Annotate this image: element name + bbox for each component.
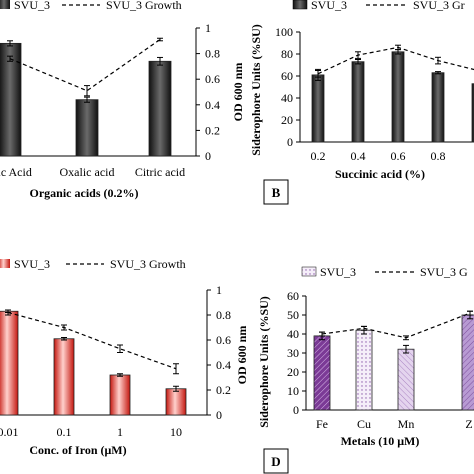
y-tick-label: 50 — [287, 308, 299, 322]
y-axis-label: Siderophore Units (%SU) — [249, 24, 263, 156]
x-tick-label: 0.8 — [431, 149, 446, 163]
y-tick-label: 0.2 — [216, 383, 231, 397]
bar — [431, 72, 445, 143]
panel-letter-box — [263, 448, 289, 474]
x-axis-label: Succinic acid (%) — [335, 167, 425, 181]
bar — [311, 74, 325, 143]
growth-line — [9, 39, 161, 92]
y-tick-label: 80 — [281, 47, 293, 61]
panel-letter: B — [272, 185, 281, 200]
legend-bar-label: SVU_3 — [320, 265, 356, 279]
legend-line-label: SVU_3 G — [420, 265, 468, 279]
y-tick-label: 0 — [205, 149, 211, 163]
panel-succinic-acid: SVU_3 SVU_3 Gr 0 20 40 60 80 100 0.2 0.4 0.6 0.8… — [249, 0, 474, 205]
growth-line — [321, 312, 471, 339]
x-tick-label: 0.6 — [391, 149, 406, 163]
bar — [355, 329, 373, 411]
x-tick-label: 1 — [117, 425, 123, 439]
legend: SVU_3 SVU_3 Growth — [0, 257, 186, 271]
x-tick-label: Z — [465, 417, 472, 431]
bar — [0, 310, 19, 416]
bar — [75, 99, 99, 157]
legend-line-label: SVU_3 Growth — [110, 257, 186, 271]
legend: SVU_3 SVU_3 G — [301, 265, 468, 279]
y-tick-label: 10 — [287, 384, 299, 398]
bar — [109, 374, 131, 416]
legend-bar-label: SVU_3 — [311, 0, 347, 12]
x-tick-label: 0.4 — [351, 149, 366, 163]
y-tick-label: 20 — [281, 113, 293, 127]
bar — [313, 335, 331, 411]
y-tick-label: 0 — [293, 403, 299, 417]
legend-bar-swatch — [0, 0, 10, 9]
y-tick-label: 0.4 — [216, 358, 231, 372]
legend-bar-swatch — [292, 0, 308, 10]
panel-letter-box — [263, 179, 289, 205]
y-tick-label: 100 — [275, 25, 293, 39]
legend-bar-label: SVU_3 — [14, 0, 50, 12]
x-tick-label: inic Acid — [0, 165, 32, 179]
y-tick-label: 1 — [216, 283, 222, 297]
y-tick-label: 0.6 — [216, 333, 231, 347]
y-tick-label: 60 — [281, 69, 293, 83]
x-tick-label: 10 — [170, 425, 182, 439]
y-tick-label: 0 — [216, 408, 222, 422]
y-tick-label: 30 — [287, 346, 299, 360]
x-axis-label: Organic acids (0.2%) — [30, 186, 139, 200]
y-tick-label: 60 — [287, 289, 299, 303]
legend-bar-swatch — [301, 266, 317, 277]
bar — [461, 314, 474, 411]
x-tick-label: Oxalic acid — [60, 165, 115, 179]
panel-metals: SVU_3 SVU_3 G 0 10 20 30 40 50 60 Fe Cu Mn Z Side… — [257, 265, 474, 474]
bar — [351, 61, 365, 143]
bar — [391, 51, 405, 143]
x-tick-label: Mn — [398, 417, 415, 431]
x-axis-label: Conc. of Iron (μM) — [29, 443, 126, 457]
legend: SVU_3 SVU_3 Gr — [292, 0, 465, 12]
x-tick-label: 0.1 — [57, 425, 72, 439]
legend-line-label: SVU_3 Growth — [106, 0, 182, 12]
bar — [471, 83, 474, 143]
y-tick-label: 0 — [287, 135, 293, 149]
y-tick-label: 0.8 — [216, 308, 231, 322]
x-tick-label: Fe — [316, 417, 328, 431]
y-tick-label: 0.6 — [205, 72, 220, 86]
bar — [53, 338, 75, 416]
bar — [148, 60, 172, 157]
legend-line-label: SVU_3 Gr — [413, 0, 465, 12]
legend-bar-swatch — [0, 259, 10, 268]
y-tick-label: 40 — [287, 327, 299, 341]
growth-line — [7, 311, 177, 370]
x-tick-label: 0.2 — [311, 149, 326, 163]
bar — [165, 388, 187, 416]
x-axis-label: Metals (10 μM) — [341, 434, 420, 448]
panel-organic-acids: SVU_3 SVU_3 Growth 0 0.2 0.4 0.6 0.8 1 inic A… — [0, 0, 245, 200]
y-tick-label: 40 — [281, 91, 293, 105]
legend-bar-label: SVU_3 — [14, 257, 50, 271]
y-tick-label: 0.2 — [205, 123, 220, 137]
y-tick-label: 1 — [205, 21, 211, 35]
panel-letter: D — [271, 454, 280, 469]
x-tick-label: 0.01 — [0, 425, 19, 439]
y-tick-label: 0.4 — [205, 98, 220, 112]
bar — [397, 348, 415, 411]
legend: SVU_3 SVU_3 Growth — [0, 0, 182, 12]
panel-iron-concentration: SVU_3 SVU_3 Growth 0 0.2 0.4 0.6 0.8 1 0.01 0.… — [0, 257, 249, 457]
x-tick-label: Citric acid — [135, 165, 185, 179]
y-axis-label: Siderophore Units (%SU) — [257, 296, 271, 428]
x-tick-label: Cu — [357, 417, 371, 431]
y-tick-label: 0.8 — [205, 47, 220, 61]
y-tick-label: 20 — [287, 365, 299, 379]
y-axis-right-label: OD 600 nm — [231, 63, 245, 122]
y-axis-right-label: OD 600 nm — [235, 326, 249, 385]
